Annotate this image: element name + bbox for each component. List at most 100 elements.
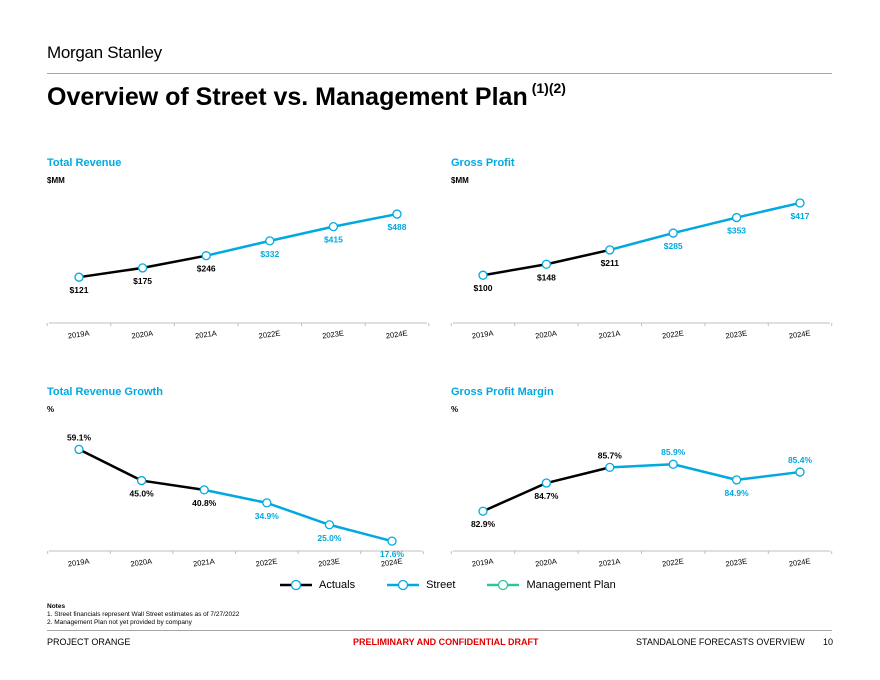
data-point-marker [478,506,488,516]
data-point-marker [324,520,335,530]
x-tick-label: 2024E [385,329,408,341]
note-1: 1. Street financials represent Wall Stre… [47,611,240,618]
data-point-marker [795,467,805,477]
x-tick-label: 2019A [67,329,90,341]
x-tick-label: 2020A [130,557,153,569]
street-line-segment [332,212,399,228]
chart-title-gross-profit-margin: Gross Profit Margin [451,386,554,398]
x-tick-label: 2020A [535,329,558,341]
x-tick-label: 2019A [471,557,494,569]
street-line-segment [671,216,738,235]
title-footnote-refs: (1)(2) [531,80,566,96]
header-divider [47,73,832,74]
street-line-segment [328,523,394,543]
data-label: 45.0% [130,489,155,499]
data-point-marker [795,198,805,208]
notes-heading: Notes [47,603,66,610]
footer-project: PROJECT ORANGE [47,637,131,647]
page-title: Overview of Street vs. Management Plan (1… [47,80,566,112]
data-label: 34.9% [255,511,280,521]
street-line-segment [202,488,269,505]
actuals-line-segment [77,266,144,279]
data-point-marker [478,270,488,280]
street-line-segment [735,470,802,482]
chart-unit-revenue-growth: % [47,405,55,414]
data-point-marker [328,221,339,232]
x-tick-label: 2024E [380,557,403,569]
data-point-marker [265,236,275,246]
street-line-segment [204,239,272,257]
x-tick-label: 2021A [598,557,621,569]
legend-item-actuals: Actuals [280,579,355,591]
data-label: 84.7% [534,491,559,501]
street-line-segment [608,231,675,252]
x-tick-label: 2023E [318,557,341,569]
x-tick-label: 2020A [535,557,558,569]
data-label: $211 [601,258,620,268]
x-tick-label: 2022E [661,329,684,341]
data-point-marker [541,259,552,269]
x-tick-label: 2020A [131,329,154,341]
data-point-marker [201,251,211,261]
data-point-marker [74,272,84,282]
chart-title-revenue-growth: Total Revenue Growth [47,386,163,398]
data-label: 40.8% [192,498,217,508]
street-line-segment [265,501,331,527]
legend-street-swatch [387,579,420,591]
data-label: $417 [791,211,810,221]
data-label: 85.9% [661,447,686,457]
data-point-marker [137,263,148,273]
actuals-line-segment [481,263,548,277]
data-label: $175 [133,276,152,286]
street-line-segment [735,201,802,219]
chart-unit-total-revenue: $MM [47,176,65,185]
legend-item-street: Street [387,579,455,591]
brand-logo: Morgan Stanley [47,43,162,62]
x-tick-label: 2023E [725,557,748,569]
data-label: $332 [260,249,279,259]
legend-management-swatch [487,579,520,591]
actuals-line-segment [141,254,208,270]
data-label: 82.9% [471,519,496,529]
data-label: $285 [664,241,683,251]
x-tick-label: 2024E [788,329,811,341]
page-title-text: Overview of Street vs. Management Plan [47,83,528,111]
data-point-marker [136,475,147,486]
actuals-line-segment [545,248,612,266]
data-label: 85.7% [598,450,623,460]
data-label: 25.0% [317,533,342,543]
x-tick-label: 2021A [192,557,215,569]
data-label: $415 [324,235,343,245]
data-point-marker [668,228,678,238]
legend-management-label: Management Plan [526,579,616,591]
x-tick-label: 2022E [255,557,278,569]
footer-section: STANDALONE FORECASTS OVERVIEW [636,637,805,647]
chart-title-gross-profit: Gross Profit [451,157,515,169]
data-label: 17.6% [380,549,405,559]
x-tick-label: 2024E [788,557,811,569]
note-2: 2. Management Plan not yet provided by c… [47,619,192,626]
chart-unit-gross-profit-margin: % [451,405,459,414]
chart-title-total-revenue: Total Revenue [47,157,122,169]
actuals-line-segment [140,479,206,492]
street-line-segment [268,225,335,243]
data-label: 85.4% [788,455,813,465]
notes: Notes 1. Street financials represent Wal… [47,603,239,627]
data-label: 84.9% [725,488,750,498]
data-label: $353 [727,226,746,236]
x-tick-label: 2021A [598,329,621,341]
footer-confidential: PRELIMINARY AND CONFIDENTIAL DRAFT [353,637,539,647]
chart-unit-gross-profit: $MM [451,176,469,185]
data-point-marker [262,498,272,508]
x-tick-label: 2019A [471,329,494,341]
x-tick-label: 2023E [725,329,748,341]
data-label: $100 [474,283,493,293]
x-tick-label: 2022E [258,329,281,341]
legend-actuals-label: Actuals [319,579,356,591]
legend-actuals-swatch [280,579,312,591]
data-point-marker [392,209,402,219]
x-tick-label: 2021A [194,329,217,341]
